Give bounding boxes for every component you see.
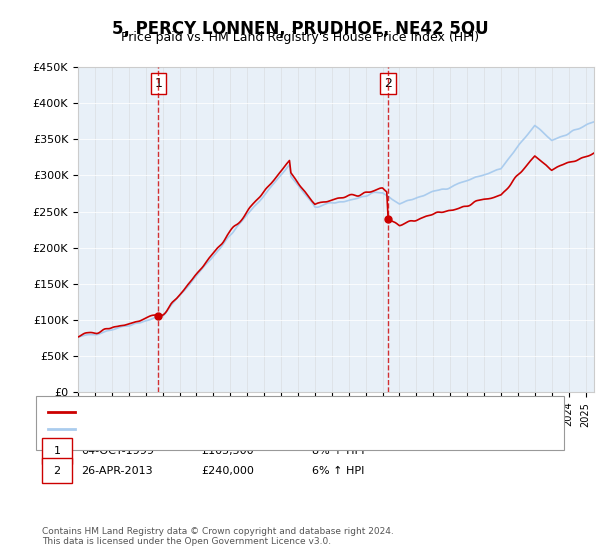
Text: Price paid vs. HM Land Registry's House Price Index (HPI): Price paid vs. HM Land Registry's House … [121,31,479,44]
Text: Contains HM Land Registry data © Crown copyright and database right 2024.
This d: Contains HM Land Registry data © Crown c… [42,526,394,546]
Text: 8% ↑ HPI: 8% ↑ HPI [312,446,365,456]
Text: 2: 2 [53,466,61,476]
Text: 1: 1 [53,446,61,456]
Text: £240,000: £240,000 [201,466,254,476]
Text: 5, PERCY LONNEN, PRUDHOE, NE42 5QU: 5, PERCY LONNEN, PRUDHOE, NE42 5QU [112,20,488,38]
Text: £105,500: £105,500 [201,446,254,456]
Text: 04-OCT-1999: 04-OCT-1999 [81,446,154,456]
Text: HPI: Average price, detached house, Northumberland: HPI: Average price, detached house, Nort… [81,424,360,434]
Text: 2: 2 [384,77,392,90]
Text: 26-APR-2013: 26-APR-2013 [81,466,152,476]
Text: 1: 1 [154,77,162,90]
Text: 6% ↑ HPI: 6% ↑ HPI [312,466,364,476]
Text: 5, PERCY LONNEN, PRUDHOE, NE42 5QU (detached house): 5, PERCY LONNEN, PRUDHOE, NE42 5QU (deta… [81,407,386,417]
